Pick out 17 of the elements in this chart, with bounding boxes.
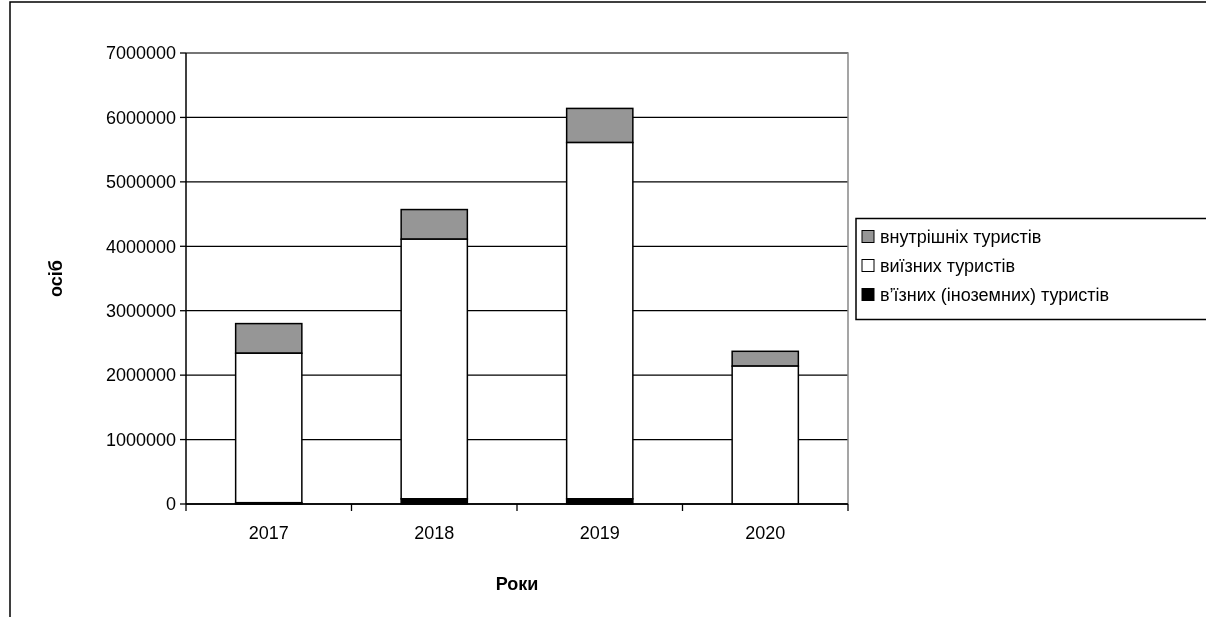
y-tick-label: 3000000 <box>105 301 176 322</box>
y-tick-label: 7000000 <box>105 43 176 64</box>
y-tick-label: 6000000 <box>105 107 176 128</box>
y-tick-label: 5000000 <box>105 172 176 193</box>
legend-label: в’їзних (іноземних) туристів <box>880 284 1110 305</box>
y-tick-label: 0 <box>165 494 176 515</box>
y-tick-label: 2000000 <box>105 365 176 386</box>
x-tick-label: 2020 <box>745 523 786 543</box>
legend-label: виїзних туристів <box>880 255 1015 276</box>
x-tick-label: 2019 <box>579 523 620 543</box>
y-tick-label: 1000000 <box>105 429 176 450</box>
y-tick-label: 4000000 <box>105 236 176 257</box>
x-tick-label: 2017 <box>248 523 289 543</box>
legend-label: внутрішніх туристів <box>880 226 1042 247</box>
x-tick-label: 2018 <box>414 523 455 543</box>
y-axis-title: осіб <box>46 260 66 297</box>
x-axis-title: Роки <box>495 574 539 594</box>
